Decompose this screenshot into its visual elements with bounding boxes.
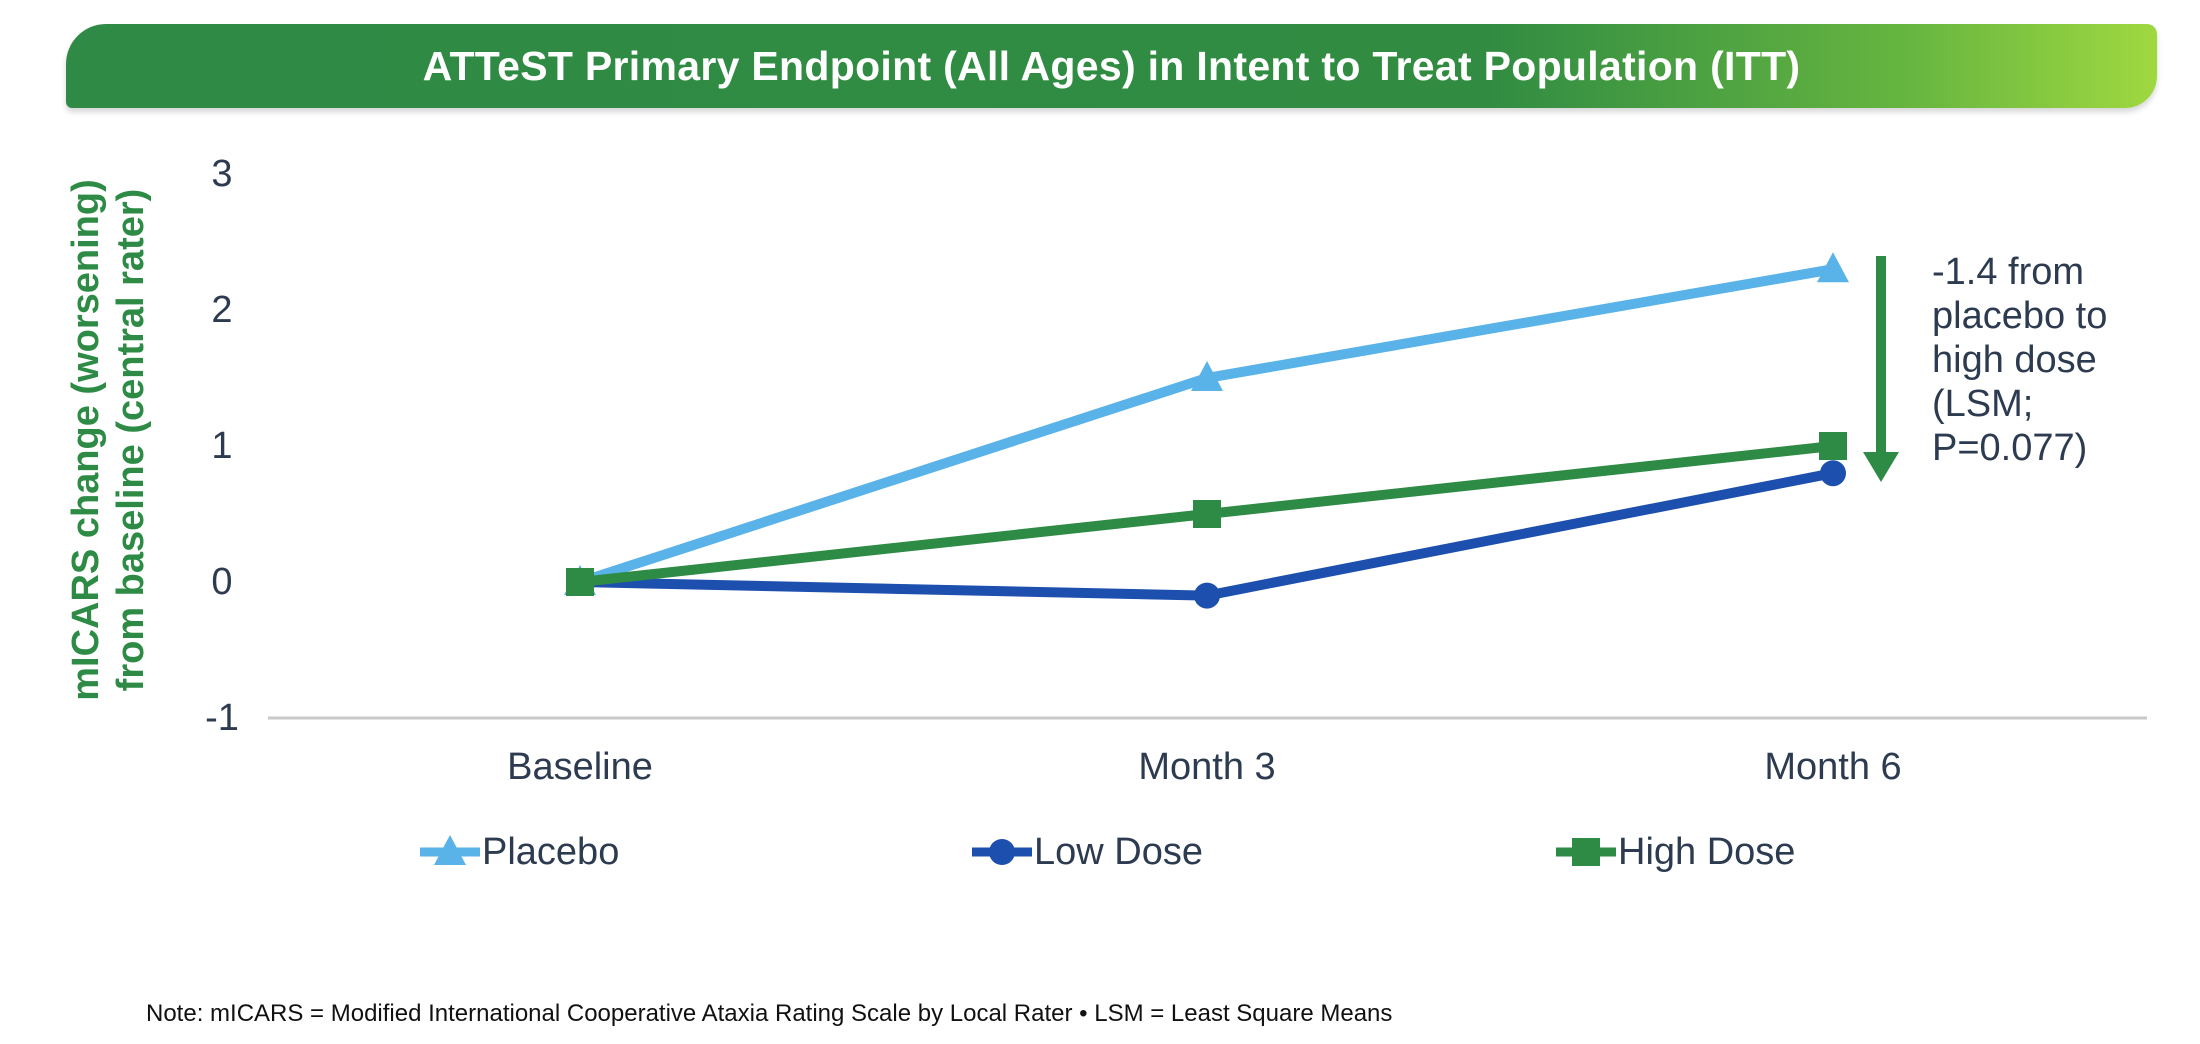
annotation-text: -1.4 from placebo to high dose (LSM; P=0… — [1932, 251, 2108, 469]
y-tick-label: 2 — [211, 289, 233, 331]
low-dose-line — [579, 468, 1834, 601]
legend-label: Low Dose — [1034, 831, 1203, 873]
footnote: Note: mICARS = Modified International Co… — [146, 1000, 1393, 1027]
low-dose-legend-marker-icon — [972, 839, 1032, 865]
y-tick-label: 0 — [211, 561, 233, 603]
high-dose-marker — [1193, 500, 1221, 528]
high-dose-marker — [1819, 432, 1847, 460]
legend-label: High Dose — [1618, 831, 1796, 873]
y-tick-label: -1 — [205, 697, 239, 739]
legend-item-low-dose: Low Dose — [972, 830, 1203, 874]
x-axis-label-month-3: Month 3 — [1138, 746, 1276, 788]
x-axis-label-baseline: Baseline — [507, 746, 653, 788]
placebo-marker — [1817, 252, 1849, 283]
placebo-line — [578, 264, 1834, 587]
legend-item-placebo: Placebo — [420, 830, 619, 874]
legend-item-high-dose: High Dose — [1556, 830, 1795, 874]
chart-title: ATTeST Primary Endpoint (All Ages) in In… — [422, 42, 1801, 89]
x-axis-label-month-6: Month 6 — [1764, 746, 1902, 788]
placebo-legend-marker-icon — [420, 835, 480, 865]
title-banner: ATTeST Primary Endpoint (All Ages) in In… — [66, 24, 2157, 108]
low-dose-marker — [1194, 582, 1220, 609]
low-dose-marker — [1820, 460, 1846, 487]
legend-label: Placebo — [482, 831, 620, 873]
y-tick-label: 1 — [211, 425, 233, 467]
high-dose-marker — [566, 568, 594, 596]
placebo-marker — [1191, 361, 1223, 391]
difference-arrow-head — [1863, 452, 1899, 482]
high-dose-legend-marker-icon — [1556, 838, 1616, 866]
y-tick-label: 3 — [211, 153, 233, 195]
